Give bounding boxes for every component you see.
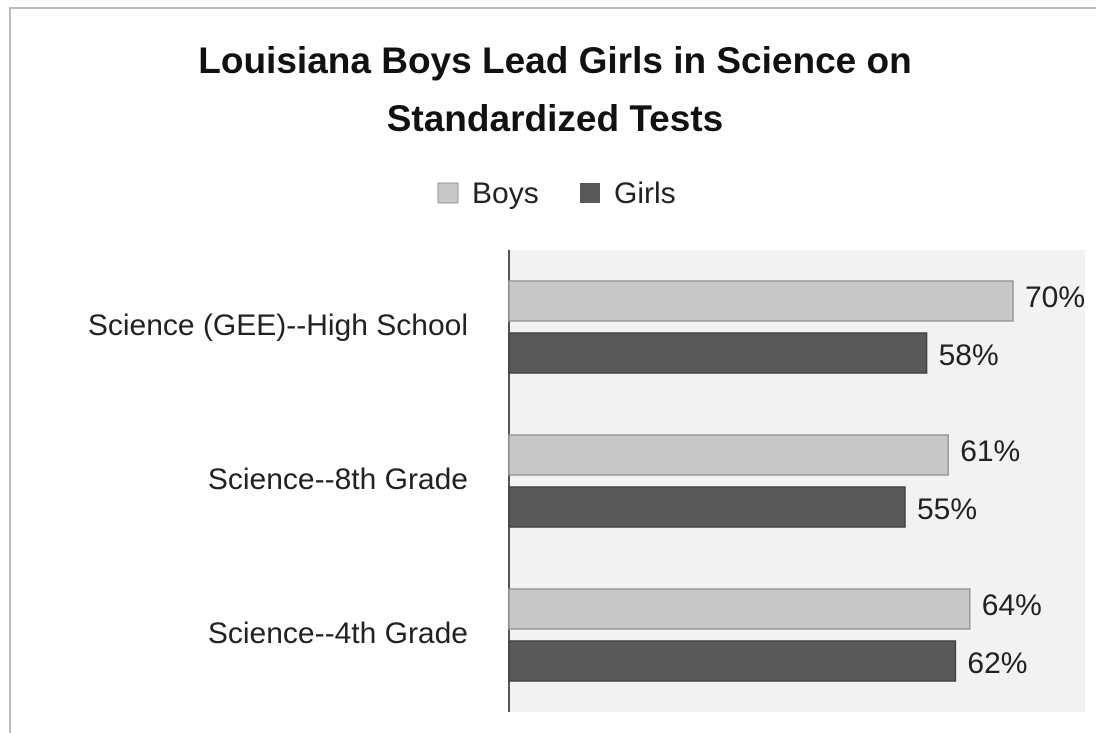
value-label: 62% [967, 647, 1027, 680]
value-label: 55% [917, 493, 977, 526]
legend-swatch [437, 182, 459, 204]
category-label: Science--8th Grade [208, 463, 468, 496]
bar [508, 332, 928, 374]
legend-label: Boys [472, 177, 539, 210]
chart-title: Louisiana Boys Lead Girls in Science on … [198, 40, 912, 139]
bar [508, 434, 949, 476]
legend-label: Girls [614, 177, 676, 210]
bar [508, 486, 906, 528]
bar [508, 280, 1014, 322]
chart-frame [9, 7, 1096, 733]
value-label: 58% [939, 339, 999, 372]
value-label: 64% [982, 589, 1042, 622]
bar [508, 588, 971, 630]
category-label: Science--4th Grade [208, 617, 468, 650]
legend-swatch [580, 183, 600, 203]
value-label: 61% [960, 435, 1020, 468]
bar [508, 640, 957, 682]
plot-area [509, 250, 1085, 712]
category-label: Science (GEE)--High School [88, 309, 468, 342]
value-label: 70% [1025, 281, 1085, 314]
